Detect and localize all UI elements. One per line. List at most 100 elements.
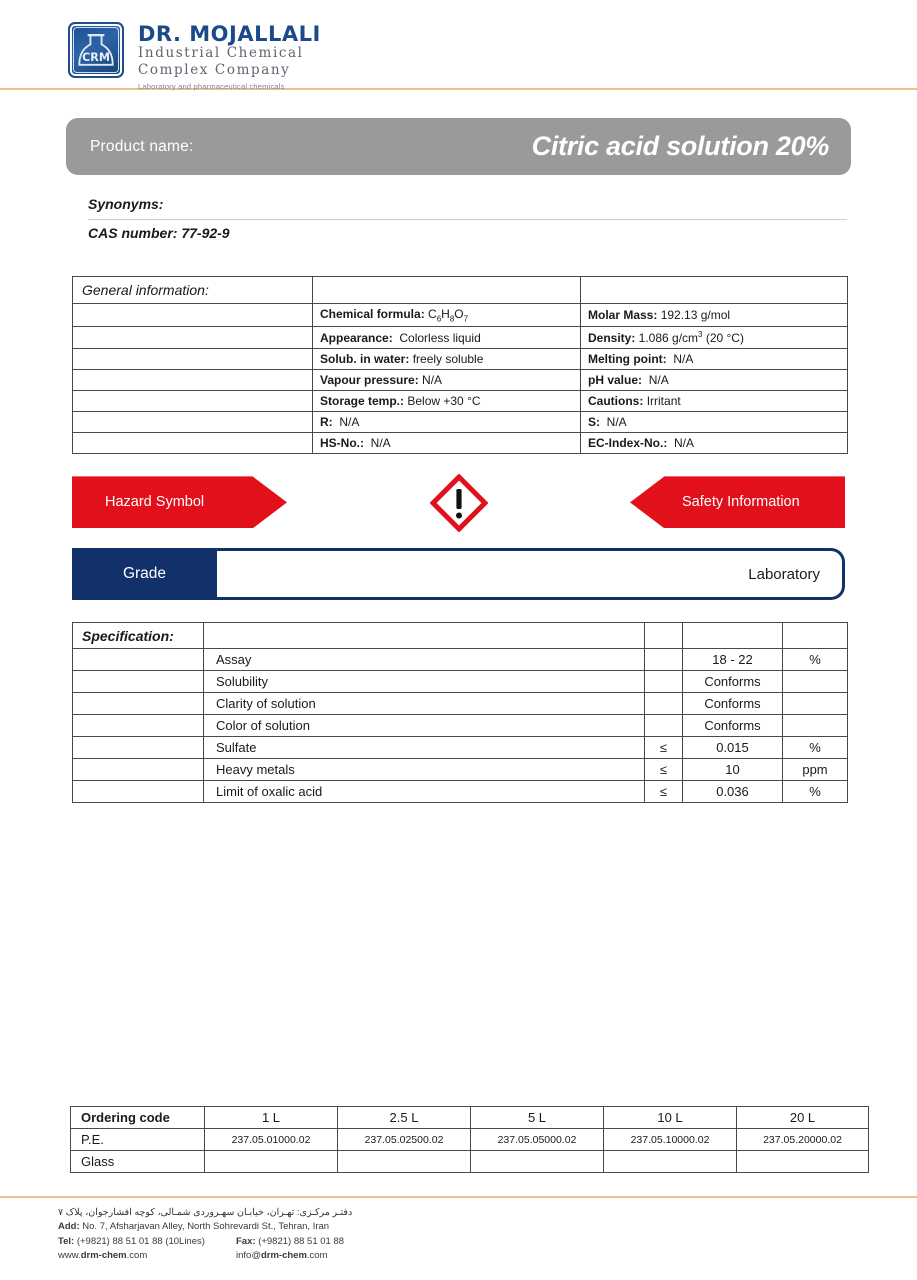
company-wordmark: DR. MOJALLALI Industrial Chemical Comple…: [138, 22, 321, 91]
spec-value: Conforms: [682, 670, 783, 694]
ordering-row-label: Glass: [70, 1150, 205, 1173]
logo-letters: CRM: [82, 51, 110, 64]
empty-cell: [580, 276, 848, 304]
ghs07-exclamation-mark-icon: [428, 473, 489, 533]
storage-temp-cell: Storage temp.: Below +30 °C: [312, 390, 581, 413]
spec-value: 18 - 22: [682, 648, 783, 672]
footer-web-line: www.drm-chem.com info@drm-chem.com: [58, 1249, 398, 1263]
table-row: Vapour pressure: N/A pH value: N/A: [72, 369, 848, 392]
grade-value: Laboratory: [217, 548, 845, 601]
safety-information-arrow: Safety Information: [630, 476, 845, 529]
spec-operator: ≤: [644, 780, 683, 804]
ordering-code-cell: [603, 1150, 737, 1173]
empty-cell: [72, 670, 204, 694]
table-row: P.E. 237.05.01000.02 237.05.02500.02 237…: [70, 1128, 869, 1151]
empty-cell: [72, 780, 204, 804]
ordering-code-cell: 237.05.10000.02: [603, 1128, 737, 1151]
empty-cell: [72, 369, 313, 392]
spec-unit: [782, 692, 848, 716]
general-information-table: General information: Chemical formula: C…: [72, 276, 848, 455]
spec-name: Solubility: [203, 670, 645, 694]
hazard-row: Hazard Symbol Safety Information: [0, 473, 917, 533]
brand-line-1: Industrial Chemical: [138, 45, 304, 62]
spec-value: 10: [682, 758, 783, 782]
table-row: HS-No.: N/A EC-Index-No.: N/A: [72, 432, 848, 455]
ordering-code-cell: 237.05.02500.02: [337, 1128, 471, 1151]
hazard-symbol-arrow: Hazard Symbol: [72, 476, 287, 529]
spec-unit: %: [782, 780, 848, 804]
footer-tel-label: Tel:: [58, 1235, 75, 1247]
page-header: CRM DR. MOJALLALI Industrial Chemical Co…: [0, 0, 917, 91]
r-phrase-cell: R: N/A: [312, 411, 581, 434]
empty-cell: [72, 736, 204, 760]
company-logo-icon: CRM: [68, 22, 124, 78]
empty-cell: [72, 348, 313, 371]
spec-unit: [782, 714, 848, 738]
spec-operator: [644, 648, 683, 672]
vapour-pressure-cell: Vapour pressure: N/A: [312, 369, 581, 392]
spec-name: Clarity of solution: [203, 692, 645, 716]
ordering-row-label: P.E.: [70, 1128, 205, 1151]
ph-value-cell: pH value: N/A: [580, 369, 848, 392]
footer-email-pre: info@: [236, 1249, 261, 1261]
footer-email[interactable]: info@drm-chem.com: [236, 1249, 328, 1263]
footer-website-pre: www.: [58, 1249, 81, 1261]
footer-fax: Fax: (+9821) 88 51 01 88: [236, 1235, 344, 1249]
hazard-symbol-label: Hazard Symbol: [105, 494, 205, 511]
ordering-code-header: Ordering code: [70, 1106, 205, 1129]
table-row: Glass: [70, 1150, 869, 1173]
spec-operator: [644, 714, 683, 738]
s-phrase-cell: S: N/A: [580, 411, 848, 434]
ordering-size-header: 1 L: [204, 1106, 338, 1129]
empty-cell: [72, 714, 204, 738]
table-row: Limit of oxalic acid ≤ 0.036 %: [72, 780, 848, 804]
ordering-code-cell: [736, 1150, 869, 1173]
spec-unit: %: [782, 648, 848, 672]
grade-bar: Grade Laboratory: [72, 548, 845, 601]
product-name-label: Product name:: [90, 137, 194, 155]
hs-no-cell: HS-No.: N/A: [312, 432, 581, 455]
spec-name: Sulfate: [203, 736, 645, 760]
table-row: Specification:: [72, 622, 848, 650]
empty-cell: [644, 622, 683, 650]
ordering-size-header: 5 L: [470, 1106, 604, 1129]
ordering-code-cell: [470, 1150, 604, 1173]
spec-unit: [782, 670, 848, 694]
brand-name: DR. MOJALLALI: [138, 22, 321, 46]
specification-title: Specification:: [72, 622, 204, 650]
empty-cell: [72, 326, 313, 350]
spec-value: 0.036: [682, 780, 783, 804]
footer-tel-note: (10Lines): [165, 1235, 205, 1247]
empty-cell: [203, 622, 645, 650]
table-row: Heavy metals ≤ 10 ppm: [72, 758, 848, 782]
ordering-code-cell: [337, 1150, 471, 1173]
ordering-code-cell: 237.05.20000.02: [736, 1128, 869, 1151]
table-row: R: N/A S: N/A: [72, 411, 848, 434]
table-row: Appearance: Colorless liquid Density: 1.…: [72, 326, 848, 350]
spec-unit: ppm: [782, 758, 848, 782]
empty-cell: [72, 758, 204, 782]
spec-name: Color of solution: [203, 714, 645, 738]
product-name-banner: Product name: Citric acid solution 20%: [66, 118, 851, 175]
footer-website-mid: drm-chem: [80, 1249, 127, 1261]
empty-cell: [782, 622, 848, 650]
footer-address-value: No. 7, Afsharjavan Alley, North Sohrevar…: [82, 1221, 330, 1233]
empty-cell: [72, 390, 313, 413]
table-header-row: Ordering code 1 L 2.5 L 5 L 10 L 20 L: [70, 1106, 869, 1129]
cas-number-row: CAS number: 77-92-9: [88, 225, 230, 241]
grade-label: Grade: [72, 548, 217, 601]
empty-cell: [72, 648, 204, 672]
safety-information-label: Safety Information: [682, 494, 800, 511]
spec-name: Assay: [203, 648, 645, 672]
footer-website[interactable]: www.drm-chem.com: [58, 1249, 236, 1263]
brand-line-2: Complex Company: [138, 61, 291, 78]
ordering-code-cell: [204, 1150, 338, 1173]
general-information-title: General information:: [72, 276, 313, 304]
table-row: Solub. in water: freely soluble Melting …: [72, 348, 848, 371]
ordering-code-table: Ordering code 1 L 2.5 L 5 L 10 L 20 L P.…: [70, 1106, 869, 1173]
appearance-cell: Appearance: Colorless liquid: [312, 326, 581, 350]
ordering-size-header: 10 L: [603, 1106, 737, 1129]
spec-operator: ≤: [644, 736, 683, 760]
spec-value: 0.015: [682, 736, 783, 760]
table-row: Storage temp.: Below +30 °C Cautions: Ir…: [72, 390, 848, 413]
